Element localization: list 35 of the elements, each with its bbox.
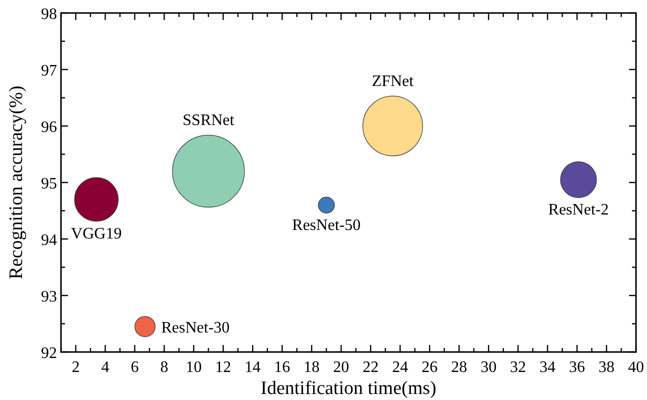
y-tick-label: 92	[41, 345, 57, 362]
x-tick-label: 38	[598, 359, 615, 376]
x-tick-label: 16	[274, 359, 290, 376]
x-tick-label: 28	[451, 359, 468, 376]
series-label: ResNet-30	[161, 320, 230, 337]
y-tick-label: 94	[41, 232, 57, 249]
x-tick-label: 26	[422, 359, 438, 376]
x-tick-label: 2	[72, 359, 80, 376]
series-label: VGG19	[71, 225, 122, 242]
x-axis-title: Identification time(ms)	[260, 378, 436, 399]
x-tick-label: 32	[510, 359, 526, 376]
series-label: ZFNet	[372, 73, 414, 90]
x-tick-label: 24	[392, 359, 408, 376]
series-label: SSRNet	[182, 112, 235, 130]
y-tick-label: 96	[41, 119, 57, 136]
x-tick-label: 34	[540, 359, 556, 376]
x-tick-label: 20	[333, 359, 350, 376]
x-tick-label: 10	[186, 359, 202, 376]
series-label: ResNet-50	[292, 217, 361, 234]
x-tick-label: 40	[628, 359, 644, 376]
x-tick-label: 14	[244, 359, 261, 376]
y-tick-label: 98	[41, 6, 57, 23]
y-axis-title: Recognition accuracy(%)	[6, 86, 27, 280]
x-tick-label: 6	[130, 359, 139, 376]
y-tick-label: 97	[41, 62, 57, 80]
x-tick-label: 36	[569, 359, 586, 376]
series-label: ResNet-2	[548, 202, 609, 219]
x-tick-label: 22	[362, 359, 379, 376]
x-tick-label: 12	[215, 359, 232, 376]
x-tick-label: 8	[160, 359, 168, 376]
x-tick-label: 30	[480, 359, 497, 376]
y-tick-label: 95	[41, 176, 57, 192]
y-tick-label: 93	[41, 288, 57, 306]
x-tick-label: 18	[304, 359, 320, 376]
x-tick-label: 4	[101, 359, 110, 376]
